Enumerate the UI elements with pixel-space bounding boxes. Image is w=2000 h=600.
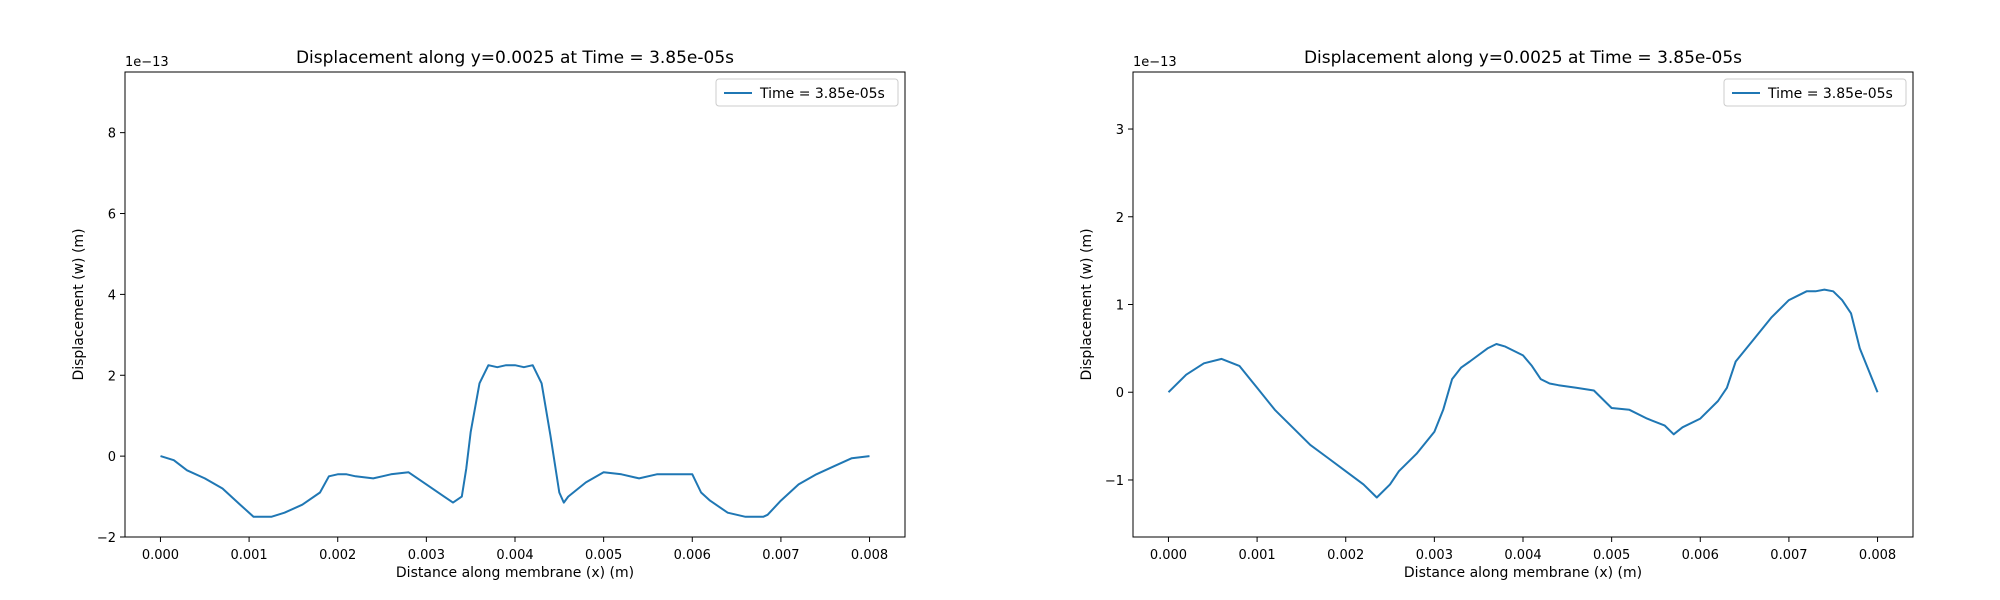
legend: Time = 3.85e-05s xyxy=(1723,78,1907,107)
legend: Time = 3.85e-05s xyxy=(715,78,899,107)
plot-frame xyxy=(1132,71,1914,538)
y-tick-label: 4 xyxy=(108,288,116,303)
chart-title: Displacement along y=0.0025 at Time = 3.… xyxy=(296,48,734,68)
legend-label: Time = 3.85e-05s xyxy=(759,86,885,102)
y-scale-offset: 1e−13 xyxy=(125,55,169,70)
y-tick-label: −2 xyxy=(97,531,116,546)
x-tick-label: 0.001 xyxy=(1238,548,1275,563)
x-tick-label: 0.006 xyxy=(674,548,711,563)
series-line xyxy=(160,364,870,518)
y-tick-label: 2 xyxy=(108,369,116,384)
y-tick-label: 0 xyxy=(108,450,116,465)
y-tick-label: −1 xyxy=(1105,474,1124,489)
x-tick-label: 0.000 xyxy=(142,548,179,563)
legend-box xyxy=(715,78,899,107)
x-tick-label: 0.005 xyxy=(585,548,622,563)
x-axis-label: Distance along membrane (x) (m) xyxy=(396,565,634,581)
legend-box xyxy=(1723,78,1907,107)
x-tick-label: 0.000 xyxy=(1150,548,1187,563)
y-tick-label: 1 xyxy=(1116,299,1124,314)
x-tick-label: 0.004 xyxy=(1504,548,1541,563)
subplot-2: 0.000 0.001 0.002 0.003 0.004 0.005 0.006 0.007… xyxy=(1079,48,1914,581)
y-scale-offset: 1e−13 xyxy=(1133,55,1177,70)
y-tick-label: 2 xyxy=(1116,211,1124,226)
x-tick-label: 0.008 xyxy=(851,548,888,563)
y-tick-label: 0 xyxy=(1116,386,1124,401)
x-tick-label: 0.005 xyxy=(1593,548,1630,563)
x-tick-label: 0.006 xyxy=(1682,548,1719,563)
x-tick-label: 0.003 xyxy=(1416,548,1453,563)
x-tick-label: 0.007 xyxy=(1770,548,1807,563)
subplot-1: 0.000 0.001 0.002 0.003 0.004 0.005 0.006 0.007… xyxy=(71,48,906,581)
chart-title: Displacement along y=0.0025 at Time = 3.… xyxy=(1304,48,1742,68)
y-tick-label: 6 xyxy=(108,208,116,223)
series-line xyxy=(1167,288,1879,499)
x-tick-label: 0.004 xyxy=(496,548,533,563)
x-tick-label: 0.002 xyxy=(319,548,356,563)
x-tick-label: 0.008 xyxy=(1859,548,1896,563)
y-tick-label: 8 xyxy=(108,127,116,142)
plot-frame xyxy=(124,71,906,538)
x-tick-label: 0.007 xyxy=(762,548,799,563)
y-axis-label: Displacement (w) (m) xyxy=(1079,228,1095,380)
x-tick-label: 0.003 xyxy=(408,548,445,563)
x-tick-label: 0.001 xyxy=(230,548,267,563)
legend-label: Time = 3.85e-05s xyxy=(1767,86,1893,102)
x-axis-label: Distance along membrane (x) (m) xyxy=(1404,565,1642,581)
y-axis-label: Displacement (w) (m) xyxy=(71,228,87,380)
y-tick-label: 3 xyxy=(1116,123,1124,138)
x-tick-label: 0.002 xyxy=(1327,548,1364,563)
